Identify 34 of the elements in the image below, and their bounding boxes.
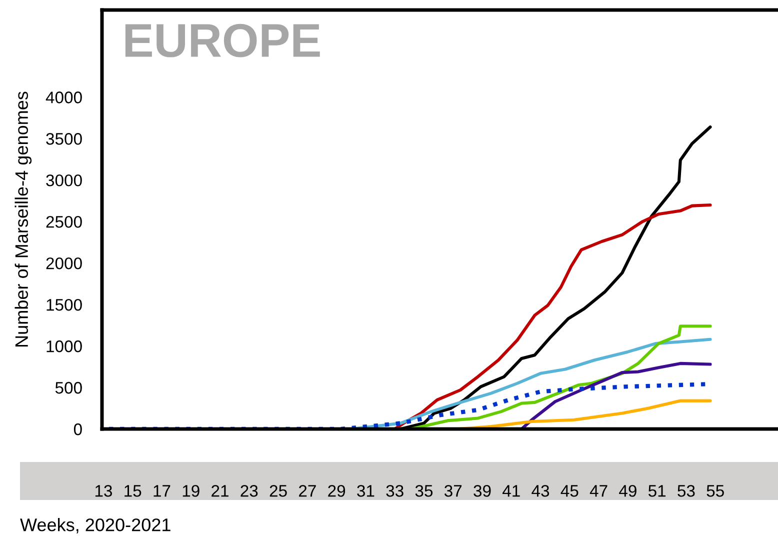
x-tick-label: 39: [474, 484, 491, 497]
y-tick-label: 0: [74, 423, 82, 436]
x-tick-label: 19: [182, 484, 200, 497]
x-tick-label: 37: [444, 484, 462, 497]
x-tick-label: 21: [212, 484, 228, 497]
x-tick-label: 47: [590, 485, 608, 497]
x-tick-label: 45: [560, 485, 578, 497]
y-tick-label: 4000: [46, 92, 82, 104]
x-tick-label: 51: [648, 485, 666, 497]
x-tick-label: 33: [386, 484, 404, 497]
x-tick-label: 49: [619, 484, 636, 497]
y-tick-label: 500: [55, 382, 82, 394]
x-tick-label: 17: [154, 485, 170, 497]
y-tick-label: 1500: [46, 298, 82, 311]
x-tick-label: 31: [357, 484, 374, 497]
x-tick-label: 15: [124, 485, 142, 497]
y-axis-title: Number of Marseille-4 genomes: [14, 92, 32, 346]
y-tick-label: 2000: [46, 257, 82, 270]
y-tick-label: 3500: [46, 133, 82, 145]
x-tick-label: 27: [298, 484, 316, 497]
x-tick-label: 55: [706, 485, 724, 497]
y-tick-label: 3000: [46, 174, 82, 186]
x-tick-label: 43: [532, 484, 550, 497]
y-tick-label: 1000: [46, 340, 82, 352]
x-tick-label: 35: [415, 484, 433, 497]
y-tick-label: 2500: [46, 216, 82, 228]
x-tick-label: 13: [95, 484, 112, 497]
x-axis-title: Weeks, 2020-2021: [20, 518, 170, 534]
x-tick-label: 29: [328, 484, 346, 497]
x-tick-label: 41: [502, 485, 520, 497]
x-tick-label: 53: [678, 484, 695, 497]
x-tick-label: 25: [270, 484, 287, 497]
x-tick-label: 23: [240, 484, 258, 497]
chart-title: EUROPE: [125, 24, 320, 58]
